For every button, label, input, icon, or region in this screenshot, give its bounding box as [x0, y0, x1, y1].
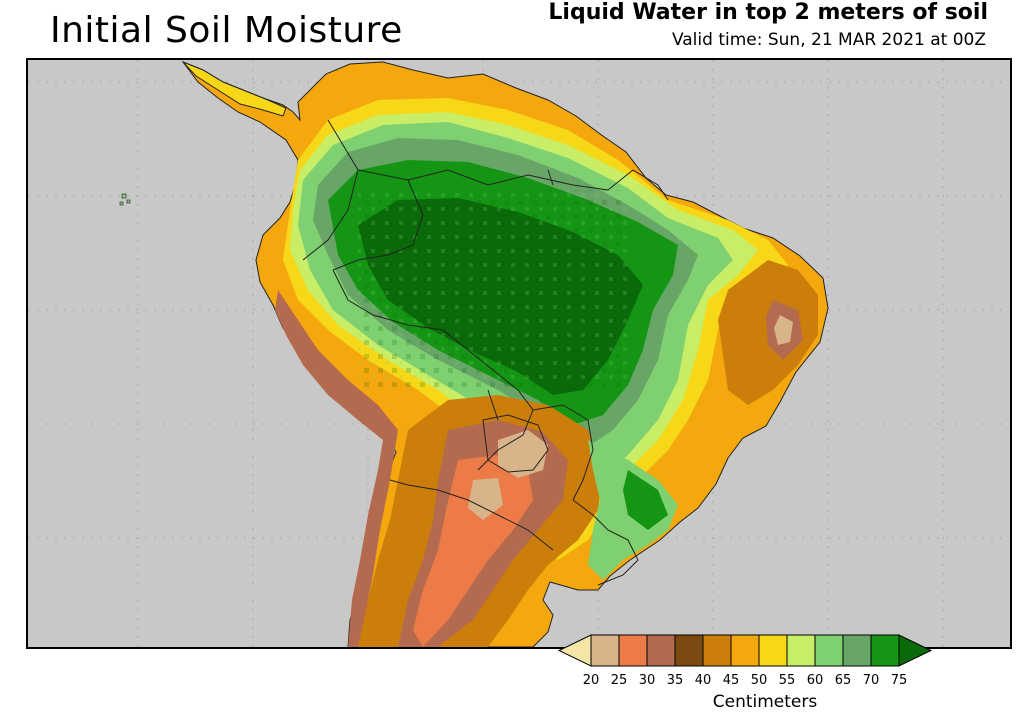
- colorbar-swatch: [758, 634, 788, 667]
- colorbar-under-triangle: [557, 634, 592, 667]
- colorbar-tick-label: 50: [751, 673, 768, 688]
- colorbar-tick-label: 60: [807, 673, 824, 688]
- map-panel: [26, 58, 1012, 649]
- colorbar-tick-label: 45: [723, 673, 740, 688]
- colorbar-swatch: [730, 634, 760, 667]
- country-borders: [302, 119, 669, 586]
- galapagos-islands: [119, 193, 131, 206]
- colorbar: 20 25 30 35 40 45 50 55 60 65 70 75: [557, 634, 933, 688]
- colorbar-swatch: [590, 634, 620, 667]
- colorbar-over-triangle: [898, 634, 933, 667]
- south-america-landmass: [28, 60, 1010, 647]
- colorbar-swatch: [646, 634, 676, 667]
- colorbar-swatch: [842, 634, 872, 667]
- map-canvas: [28, 60, 1010, 647]
- colorbar-unit-label: Centimeters: [712, 692, 818, 712]
- colorbar-swatch: [786, 634, 816, 667]
- colorbar-swatch: [618, 634, 648, 667]
- colorbar-swatch: [814, 634, 844, 667]
- colorbar-swatch: [870, 634, 900, 667]
- map-title: Initial Soil Moisture: [50, 10, 403, 51]
- map-subtitle: Liquid Water in top 2 meters of soil: [548, 0, 988, 25]
- colorbar-swatch: [702, 634, 732, 667]
- map-gridlines: [28, 60, 1010, 647]
- colorbar-tick-label: 30: [639, 673, 656, 688]
- valid-time-label: Valid time: Sun, 21 MAR 2021 at 00Z: [671, 30, 986, 50]
- colorbar-tick-label: 55: [779, 673, 796, 688]
- colorbar-tick-label: 20: [583, 673, 600, 688]
- colorbar-tick-label: 65: [835, 673, 852, 688]
- colorbar-tick-label: 75: [891, 673, 908, 688]
- colorbar-tick-label: 25: [611, 673, 628, 688]
- colorbar-swatch: [674, 634, 704, 667]
- colorbar-tick-label: 40: [695, 673, 712, 688]
- colorbar-tick-label: 70: [863, 673, 880, 688]
- colorbar-tick-label: 35: [667, 673, 684, 688]
